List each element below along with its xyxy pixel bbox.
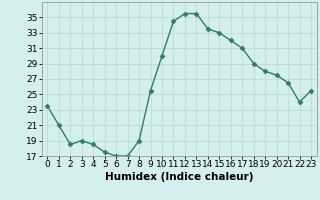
X-axis label: Humidex (Indice chaleur): Humidex (Indice chaleur) (105, 172, 253, 182)
